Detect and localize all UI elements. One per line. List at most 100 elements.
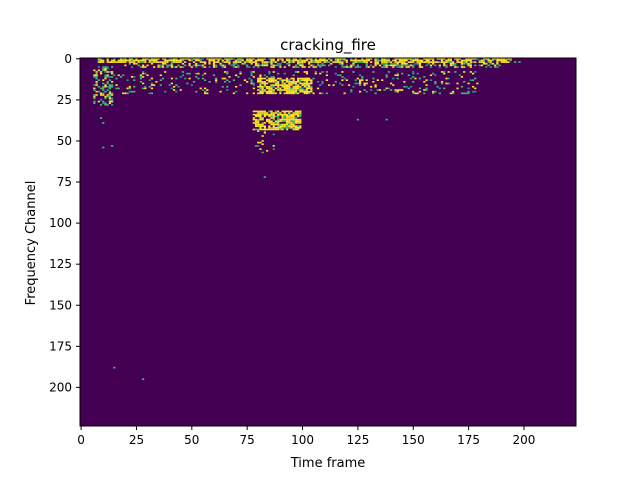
heatmap-cell: [414, 62, 417, 65]
heatmap-cell: [365, 61, 368, 63]
heatmap-cell: [381, 59, 384, 62]
heatmap-cell: [148, 59, 151, 62]
heatmap-cell: [288, 117, 291, 119]
heatmap-cell: [334, 81, 337, 83]
heatmap-cell: [279, 113, 282, 116]
heatmap-cell: [259, 59, 262, 62]
heatmap-cell: [281, 89, 284, 91]
heatmap-cell: [334, 61, 337, 63]
heatmap-cell: [292, 113, 295, 116]
heatmap-cell: [418, 59, 421, 62]
heatmap-cell: [301, 64, 304, 67]
heatmap-cell: [272, 128, 275, 131]
heatmap-cell: [270, 62, 273, 65]
heatmap-cell: [299, 77, 302, 80]
heatmap-cell: [230, 64, 233, 67]
heatmap-cell: [394, 58, 397, 60]
heatmap-cell: [266, 87, 269, 90]
heatmap-cell: [263, 131, 266, 134]
heatmap-cell: [188, 62, 191, 65]
heatmap-cell: [392, 64, 395, 67]
x-tick-label: 125: [346, 433, 369, 447]
heatmap-cell: [374, 64, 377, 67]
heatmap-cell: [281, 59, 284, 62]
heatmap-cell: [170, 87, 173, 90]
heatmap-cell: [268, 127, 271, 129]
heatmap-cell: [268, 115, 271, 118]
heatmap-cell: [246, 64, 249, 67]
heatmap-cell: [398, 61, 402, 63]
heatmap-cell: [274, 61, 278, 63]
heatmap-cell: [412, 81, 415, 83]
heatmap-cell: [449, 58, 452, 60]
heatmap-cell: [108, 61, 111, 63]
heatmap-cell: [281, 125, 284, 127]
heatmap-cell: [467, 64, 470, 67]
heatmap-cell: [259, 90, 262, 93]
heatmap-cell: [385, 64, 388, 67]
heatmap-cell: [161, 77, 165, 80]
heatmap-cell: [215, 58, 218, 60]
heatmap-cell: [471, 90, 475, 93]
heatmap-cell: [181, 66, 185, 68]
heatmap-cell: [272, 113, 275, 116]
heatmap-cell: [111, 85, 114, 88]
heatmap-cell: [179, 66, 182, 68]
heatmap-cell: [150, 82, 154, 85]
heatmap-cell: [341, 79, 344, 81]
heatmap-cell: [104, 74, 107, 77]
heatmap-cell: [150, 58, 154, 60]
heatmap-cell: [254, 125, 258, 127]
heatmap-cell: [312, 59, 315, 62]
heatmap-cell: [328, 58, 331, 60]
heatmap-cell: [164, 59, 167, 62]
heatmap-cell: [416, 92, 419, 95]
heatmap-cell: [308, 61, 311, 63]
heatmap-cell: [144, 59, 147, 62]
heatmap-cell: [359, 84, 362, 86]
heatmap-cell: [316, 81, 320, 83]
heatmap-cell: [339, 62, 342, 65]
heatmap-cell: [268, 125, 271, 127]
heatmap-cell: [445, 61, 448, 63]
heatmap-cell: [155, 81, 158, 83]
heatmap-cell: [288, 127, 291, 129]
heatmap-cell: [266, 79, 269, 81]
heatmap-cell: [285, 117, 289, 119]
heatmap-cell: [314, 58, 317, 60]
heatmap-cell: [208, 59, 211, 62]
heatmap-cell: [387, 64, 390, 67]
heatmap-cell: [447, 82, 450, 85]
heatmap-cell: [390, 89, 393, 91]
heatmap-cell: [221, 59, 224, 62]
heatmap-cell: [272, 122, 275, 124]
heatmap-cell: [97, 85, 100, 88]
heatmap-cell: [290, 123, 293, 126]
heatmap-cell: [195, 72, 198, 75]
heatmap-cell: [432, 59, 435, 62]
heatmap-cell: [480, 61, 483, 63]
heatmap-cell: [212, 64, 216, 67]
heatmap-cell: [190, 84, 193, 86]
heatmap-cell: [221, 64, 224, 67]
heatmap-cell: [281, 120, 284, 123]
heatmap-cell: [496, 59, 499, 62]
heatmap-cell: [299, 127, 302, 129]
heatmap-cell: [491, 62, 495, 65]
heatmap-cell: [261, 89, 264, 91]
heatmap-cell: [299, 58, 302, 60]
heatmap-cell: [239, 59, 242, 62]
heatmap-cell: [471, 72, 475, 75]
heatmap-cell: [199, 87, 202, 90]
heatmap-cell: [235, 74, 238, 77]
heatmap-cell: [429, 61, 433, 63]
heatmap-cell: [352, 85, 355, 88]
heatmap-cell: [266, 64, 269, 67]
heatmap-cell: [133, 76, 136, 78]
heatmap-cell: [336, 61, 340, 63]
heatmap-cell: [381, 61, 384, 63]
y-tick-label: 0: [64, 52, 72, 66]
heatmap-cell: [173, 85, 176, 88]
heatmap-cell: [161, 58, 165, 60]
heatmap-cell: [195, 66, 198, 68]
